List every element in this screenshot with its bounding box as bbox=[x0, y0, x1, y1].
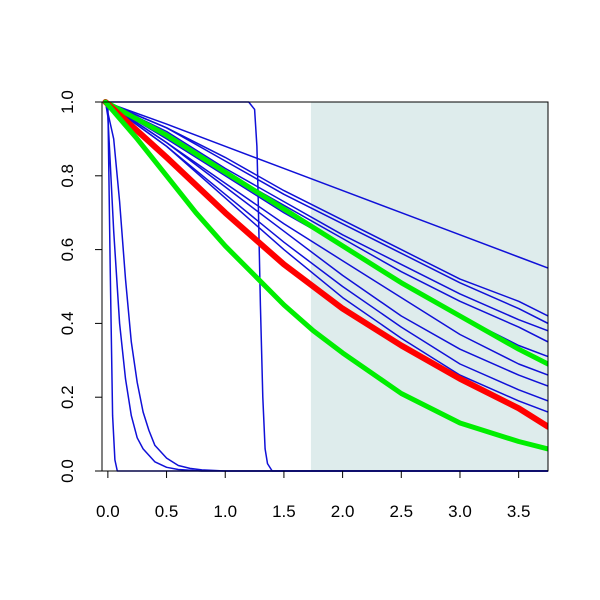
axes: 0.0 0.5 1.0 1.5 2.0 2.5 3.0 3.5 0.0 0.2 0.4 0.6 0.8 1… bbox=[58, 90, 549, 521]
y-tick-label: 0.4 bbox=[58, 312, 77, 336]
x-tick-label: 1.0 bbox=[213, 502, 237, 521]
x-tick-label: 1.5 bbox=[272, 502, 296, 521]
series-line-6 bbox=[104, 101, 548, 317]
series-line-7 bbox=[104, 101, 548, 325]
series-line-13 bbox=[104, 101, 548, 402]
series-line-17 bbox=[103, 99, 548, 452]
series-line-11 bbox=[104, 101, 548, 376]
y-tick-label: 0.0 bbox=[58, 459, 77, 483]
series-line-8 bbox=[104, 101, 548, 332]
x-tick-label: 0.0 bbox=[96, 502, 120, 521]
series-line-12 bbox=[104, 101, 548, 387]
x-tick-label: 2.0 bbox=[331, 502, 355, 521]
x-tick-label: 0.5 bbox=[155, 502, 179, 521]
x-tick-label: 3.0 bbox=[448, 502, 472, 521]
series-line-15 bbox=[103, 99, 548, 367]
x-tick-label: 3.5 bbox=[507, 502, 531, 521]
series-line-5 bbox=[104, 101, 548, 269]
plot-frame bbox=[101, 101, 549, 472]
series-line-16 bbox=[102, 99, 548, 430]
y-tick-label: 0.8 bbox=[58, 164, 77, 188]
y-tick-label: 0.2 bbox=[58, 385, 77, 409]
series-line-14 bbox=[104, 101, 548, 413]
plot-area bbox=[102, 99, 548, 472]
x-tick-label: 2.5 bbox=[389, 502, 413, 521]
series-line-2 bbox=[104, 101, 548, 472]
y-tick-label: 1.0 bbox=[58, 90, 77, 114]
y-tick-label: 0.6 bbox=[58, 238, 77, 262]
series-line-3 bbox=[104, 101, 548, 472]
